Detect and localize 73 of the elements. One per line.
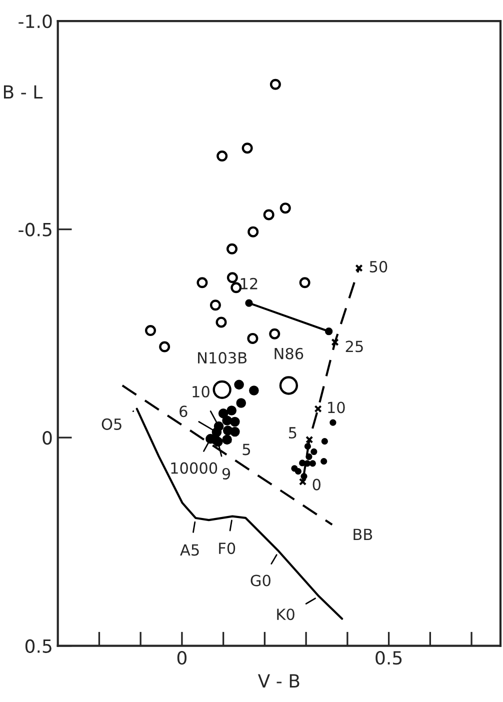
x-axis-title: V - B (258, 674, 300, 688)
annotation: N86 (274, 348, 304, 360)
point (314, 405, 322, 413)
point (263, 209, 274, 220)
y-tick-label: -0.5 (18, 222, 52, 236)
point (299, 277, 310, 288)
annotation: 10000 (171, 462, 218, 474)
point (299, 460, 306, 466)
point (355, 264, 363, 272)
annotation: A5 (180, 544, 199, 556)
point (294, 468, 302, 475)
point (196, 277, 208, 288)
annotation: G0 (250, 574, 270, 586)
point (309, 460, 316, 467)
annotation: 50 (370, 260, 388, 272)
annotation: 12 (240, 278, 258, 290)
point (247, 332, 258, 344)
point (236, 398, 246, 408)
point (234, 380, 244, 390)
point (291, 465, 298, 472)
point (298, 478, 307, 486)
annotation: 25 (346, 340, 363, 352)
annotation: K0 (277, 608, 294, 620)
point (306, 436, 314, 444)
y-tick-label: -1.0 (18, 14, 52, 28)
point (210, 300, 221, 311)
annotation: 5 (242, 444, 250, 456)
point (304, 460, 311, 467)
point (216, 316, 227, 328)
point (145, 325, 156, 336)
point (222, 416, 232, 426)
point (306, 453, 312, 460)
annotation: 10 (328, 402, 345, 414)
point (248, 226, 259, 238)
point (230, 416, 240, 427)
point (230, 282, 242, 294)
point (304, 443, 312, 450)
point (321, 438, 328, 445)
point (330, 419, 336, 426)
annotation: 9 (222, 468, 230, 480)
point (226, 406, 237, 416)
point (270, 78, 281, 90)
point (331, 338, 339, 346)
point (226, 272, 238, 284)
point (300, 473, 308, 480)
point (230, 426, 240, 437)
point (245, 299, 253, 307)
point (242, 142, 253, 154)
y-axis-title: B - L (4, 85, 43, 99)
point (269, 328, 280, 340)
point (212, 380, 232, 400)
point (324, 328, 333, 336)
point (226, 243, 238, 254)
point (222, 434, 232, 445)
annotation: N103B (198, 352, 247, 364)
annotation: 5 (289, 427, 296, 439)
point (310, 448, 318, 456)
point (249, 386, 259, 396)
point (159, 341, 170, 352)
point (218, 408, 228, 418)
y-tick-label: 0 (42, 431, 52, 445)
annotation: O5 (102, 418, 122, 430)
annotation: BB (354, 528, 372, 540)
annotation: 6 (180, 406, 188, 418)
point (279, 376, 298, 395)
point (280, 202, 291, 214)
annotation: F0 (219, 542, 236, 554)
annotation: 10 (192, 386, 210, 398)
annotation: 0 (312, 478, 320, 490)
point (216, 150, 228, 162)
y-tick-label: 0.5 (25, 639, 52, 653)
point (213, 436, 223, 447)
point (320, 458, 328, 465)
